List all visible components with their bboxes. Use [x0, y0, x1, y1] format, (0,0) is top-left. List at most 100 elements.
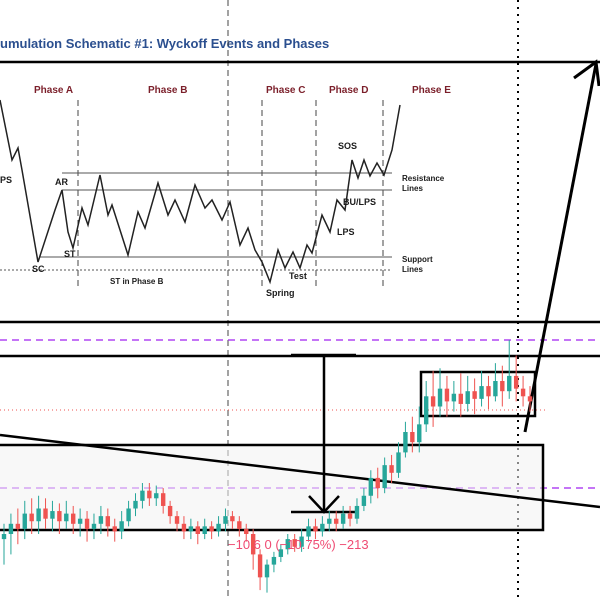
phase-e-label: Phase E — [412, 85, 451, 96]
candle-body — [29, 513, 34, 522]
candle-body — [140, 490, 145, 501]
candle-body — [451, 393, 457, 402]
resistance-band-box — [0, 320, 600, 358]
event-sos-label: SOS — [338, 141, 357, 151]
chart-overlays — [0, 59, 600, 532]
phase-b-label: Phase B — [148, 85, 187, 96]
candle-body — [507, 375, 512, 392]
descending-trendline — [0, 433, 600, 509]
candle-body — [126, 508, 131, 522]
candle-body — [382, 465, 387, 489]
candle-body — [327, 518, 332, 524]
candle-body — [71, 513, 76, 524]
price-change-label: −10,6 0 (−10.75%) −213 — [228, 537, 369, 552]
candle-body — [188, 526, 194, 532]
resistance-label-line2: Lines — [402, 184, 423, 193]
candle-body — [292, 539, 297, 547]
candle-body — [216, 523, 221, 532]
candle-body — [334, 518, 339, 524]
candle-body — [154, 493, 159, 499]
phase-d-label: Phase D — [329, 85, 368, 96]
support-range-box — [0, 443, 545, 532]
candle-body — [486, 386, 491, 397]
event-st-label: ST — [64, 249, 76, 259]
candle-body — [202, 526, 207, 534]
candle-body — [389, 465, 394, 473]
candlestick-series — [1, 340, 533, 593]
candle-body — [278, 549, 284, 557]
support-label-line1: Support — [402, 255, 433, 264]
candle-body — [437, 388, 443, 407]
candle-body — [368, 477, 374, 496]
candle-body — [174, 516, 180, 524]
candle-body — [77, 518, 83, 524]
candle-body — [285, 539, 290, 550]
candle-body — [361, 495, 367, 506]
candle-body — [133, 500, 138, 509]
phase-c-label: Phase C — [266, 85, 305, 96]
candle-body — [8, 523, 14, 534]
candle-body — [472, 391, 477, 399]
candle-body — [417, 424, 422, 443]
candle-body — [520, 388, 526, 397]
candle-body — [479, 386, 484, 399]
support-label-line2: Lines — [402, 265, 423, 274]
candle-body — [250, 534, 256, 555]
candle-body — [500, 381, 505, 392]
event-ps-label: PS — [0, 175, 12, 185]
event-lps-label: LPS — [337, 227, 355, 237]
candle-body — [403, 432, 408, 453]
candle-body — [430, 396, 436, 407]
event-test-label: Test — [289, 271, 307, 281]
candle-body — [410, 432, 415, 443]
candle-body — [195, 526, 200, 534]
candle-body — [64, 513, 69, 522]
event-ar-label: AR — [55, 177, 68, 187]
schematic-title: umulation Schematic #1: Wyckoff Events a… — [0, 36, 329, 51]
candle-body — [160, 493, 166, 506]
candle-body — [493, 381, 498, 397]
candle-body — [396, 452, 401, 473]
candle-body — [313, 526, 318, 532]
candle-body — [223, 516, 228, 524]
candle-body — [465, 391, 470, 404]
breakout-box — [419, 370, 537, 418]
candle-body — [230, 516, 235, 522]
candle-body — [22, 513, 27, 529]
target-arrow-head — [573, 59, 600, 87]
candle-body — [340, 513, 346, 524]
candle-body — [237, 521, 242, 529]
target-arrow-line — [523, 63, 598, 433]
candle-body — [347, 513, 353, 519]
candle-body — [1, 534, 7, 540]
candle-body — [264, 564, 270, 578]
candle-body — [105, 516, 111, 527]
phase-a-label: Phase A — [34, 85, 73, 96]
candle-body — [257, 554, 263, 578]
event-bu-lps-label: BU/LPS — [343, 197, 376, 207]
candle-body — [271, 556, 277, 565]
candle-body — [513, 375, 519, 389]
schematic-price-path — [0, 99, 401, 285]
candle-body — [167, 505, 173, 517]
candle-body — [244, 528, 249, 534]
candle-body — [444, 388, 450, 402]
candle-body — [423, 396, 429, 425]
candle-body — [299, 536, 304, 547]
candle-body — [119, 521, 124, 532]
event-sc-label: SC — [32, 264, 45, 274]
candle-body — [209, 526, 214, 532]
candle-body — [43, 508, 48, 519]
candle-body — [91, 523, 97, 529]
candle-body — [375, 477, 380, 489]
candle-body — [147, 490, 152, 499]
candle-body — [527, 396, 533, 402]
event-spring-label: Spring — [266, 288, 295, 298]
candle-body — [50, 511, 55, 519]
candle-body — [36, 508, 41, 522]
candle-body — [57, 511, 62, 522]
candle-body — [320, 523, 325, 532]
candle-body — [354, 505, 360, 519]
